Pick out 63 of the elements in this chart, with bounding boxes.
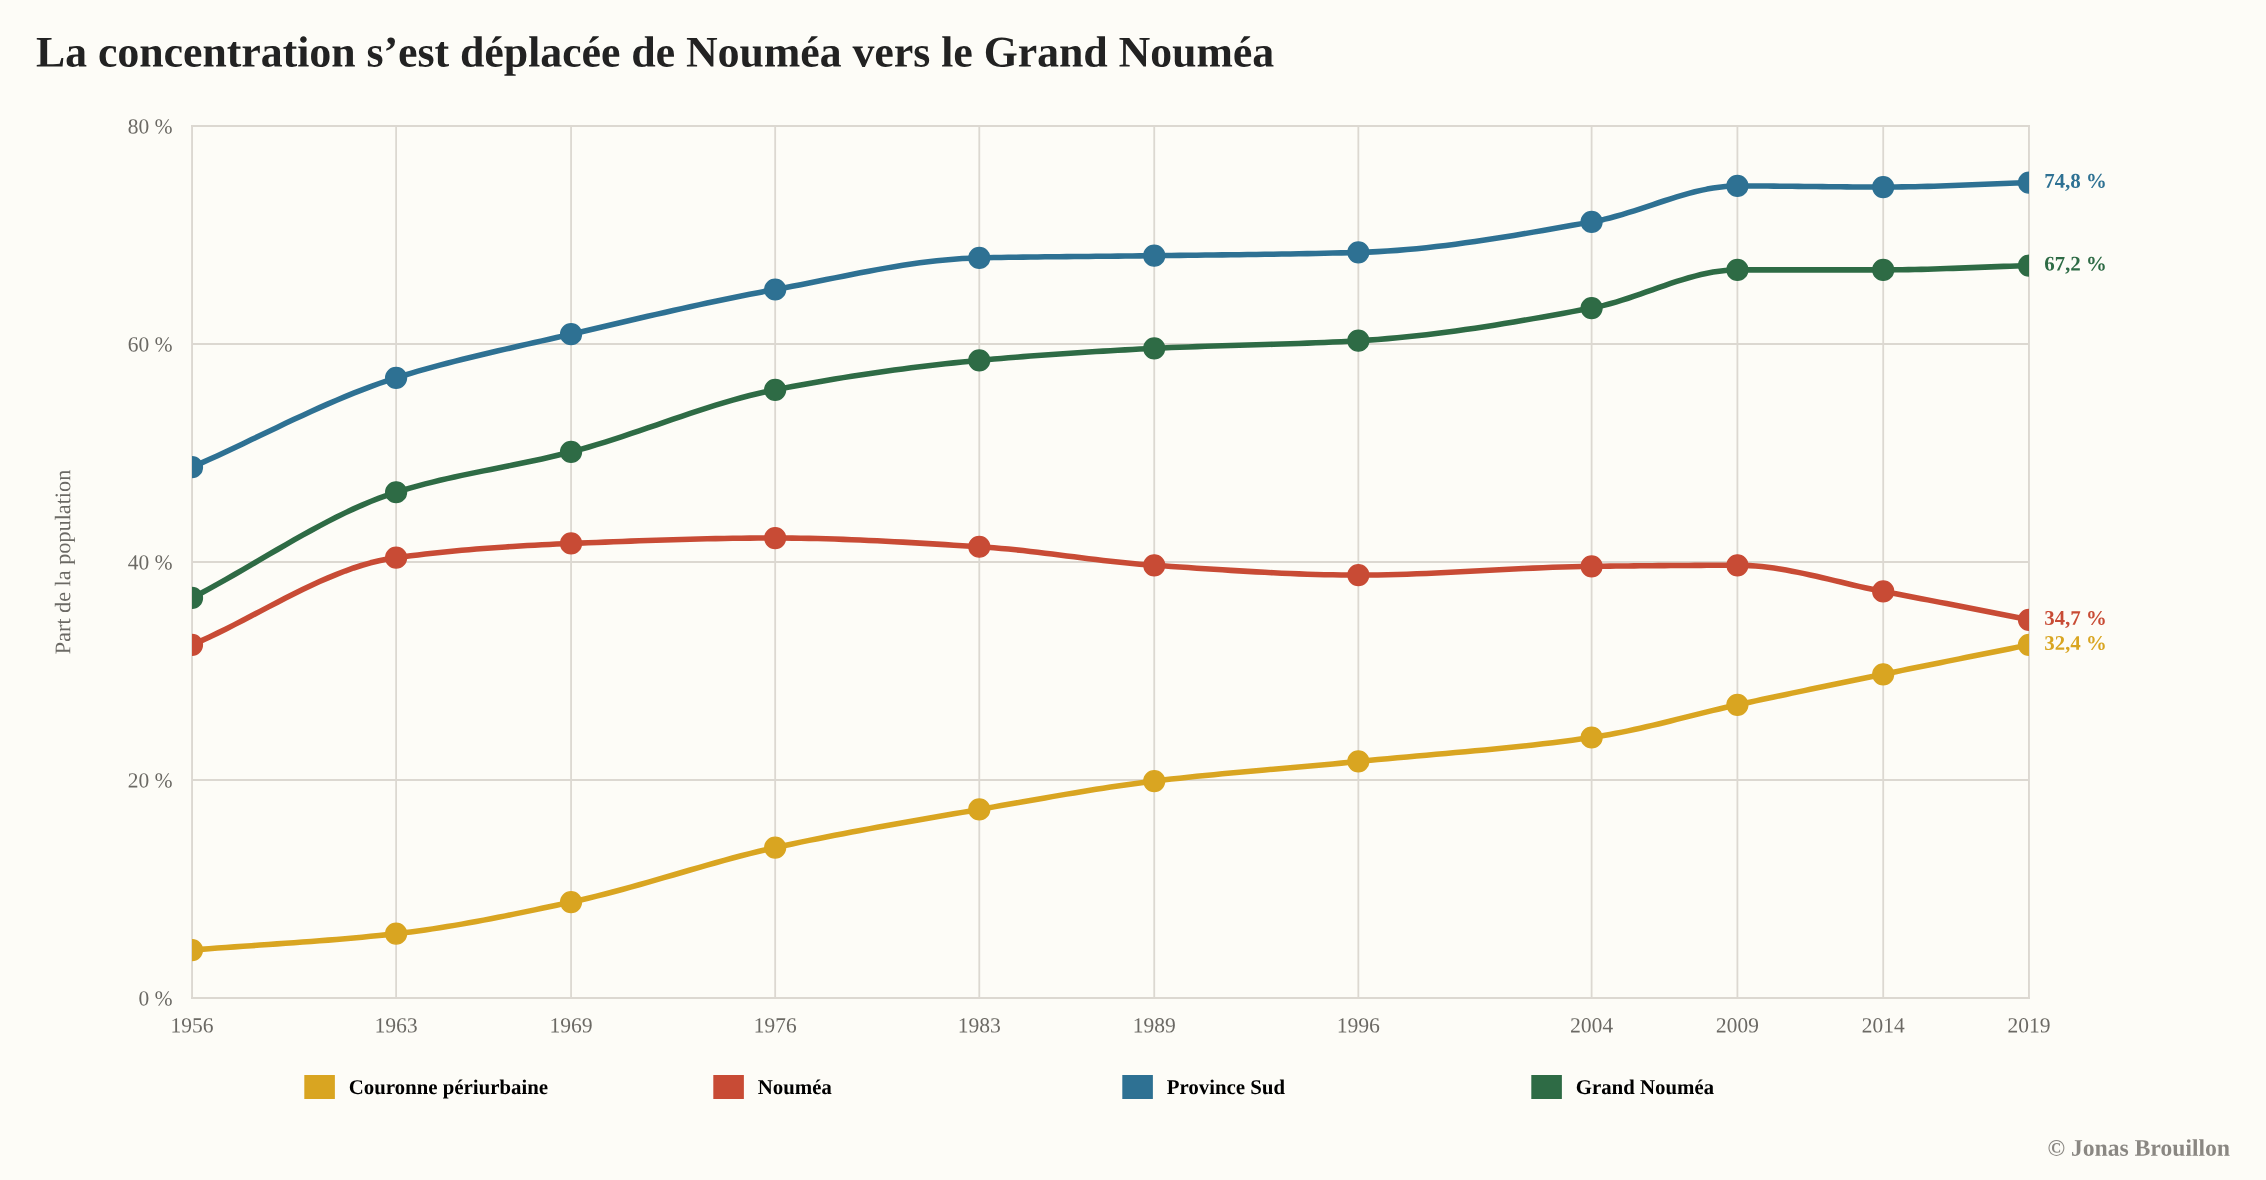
point xyxy=(1872,580,1895,603)
legend-label: Grand Nouméa xyxy=(1576,1079,1714,1095)
x-tick-label: 1983 xyxy=(959,1018,1000,1033)
point xyxy=(1143,554,1166,577)
point xyxy=(1872,663,1895,686)
point xyxy=(559,890,583,914)
x-tick-label: 1976 xyxy=(755,1018,797,1033)
point xyxy=(1726,554,1749,577)
x-tick-label: 1956 xyxy=(172,1018,213,1033)
point xyxy=(1872,175,1895,199)
point xyxy=(764,526,787,550)
point xyxy=(1580,296,1603,320)
point xyxy=(1143,244,1166,267)
x-tick-label: 2019 xyxy=(2008,1018,2050,1033)
x-tick-label: 1996 xyxy=(1338,1018,1380,1033)
point xyxy=(559,440,583,464)
point xyxy=(384,922,408,945)
data-label: 34,7 % xyxy=(2045,610,2105,629)
point xyxy=(1726,693,1749,716)
point xyxy=(1143,769,1166,793)
y-tick-label: 0 % xyxy=(139,991,172,1006)
x-tick-label: 1969 xyxy=(551,1018,592,1033)
point xyxy=(1347,750,1370,773)
point xyxy=(764,836,787,859)
point xyxy=(968,535,991,558)
legend-label: Province Sud xyxy=(1167,1079,1285,1095)
x-tick-label: 2009 xyxy=(1716,1018,1759,1033)
point xyxy=(1726,174,1749,198)
point xyxy=(1726,258,1749,281)
point xyxy=(764,378,787,401)
y-tick-label: 40 % xyxy=(128,555,172,570)
y-tick-label: 60 % xyxy=(128,337,172,352)
data-label: 32,4 % xyxy=(2045,636,2105,654)
point xyxy=(384,366,408,389)
x-tick-label: 1963 xyxy=(376,1018,417,1033)
data-label: 74,8 % xyxy=(2045,173,2105,191)
point xyxy=(1347,329,1370,352)
point xyxy=(1872,258,1895,281)
y-tick-label: 20 % xyxy=(128,773,172,788)
point xyxy=(968,349,991,372)
legend-label: Couronne périurbaine xyxy=(349,1079,548,1099)
point xyxy=(384,481,408,504)
y-tick-label: 80 % xyxy=(128,119,172,134)
point xyxy=(968,798,991,821)
point xyxy=(1347,563,1370,587)
text: © Jonas Brouillon xyxy=(2048,1139,2230,1156)
point xyxy=(1143,337,1166,360)
data-label: 67,2 % xyxy=(2044,256,2105,274)
y-axis-title: Part de la population xyxy=(54,470,75,654)
point xyxy=(1580,726,1603,749)
point xyxy=(559,532,583,555)
legend-label: Nouméa xyxy=(758,1079,832,1095)
x-tick-label: 2014 xyxy=(1862,1018,1905,1033)
point xyxy=(764,278,787,301)
point xyxy=(559,323,583,346)
x-tick-label: 1989 xyxy=(1134,1018,1175,1033)
point xyxy=(1580,210,1603,234)
point xyxy=(384,546,408,569)
point xyxy=(1580,555,1603,578)
point xyxy=(968,246,991,270)
point xyxy=(1347,241,1370,264)
chart-title: La concentration s’est déplacée de Nouméa vers le Grand Nouméa xyxy=(36,36,1274,76)
x-tick-label: 2004 xyxy=(1571,1018,1613,1033)
